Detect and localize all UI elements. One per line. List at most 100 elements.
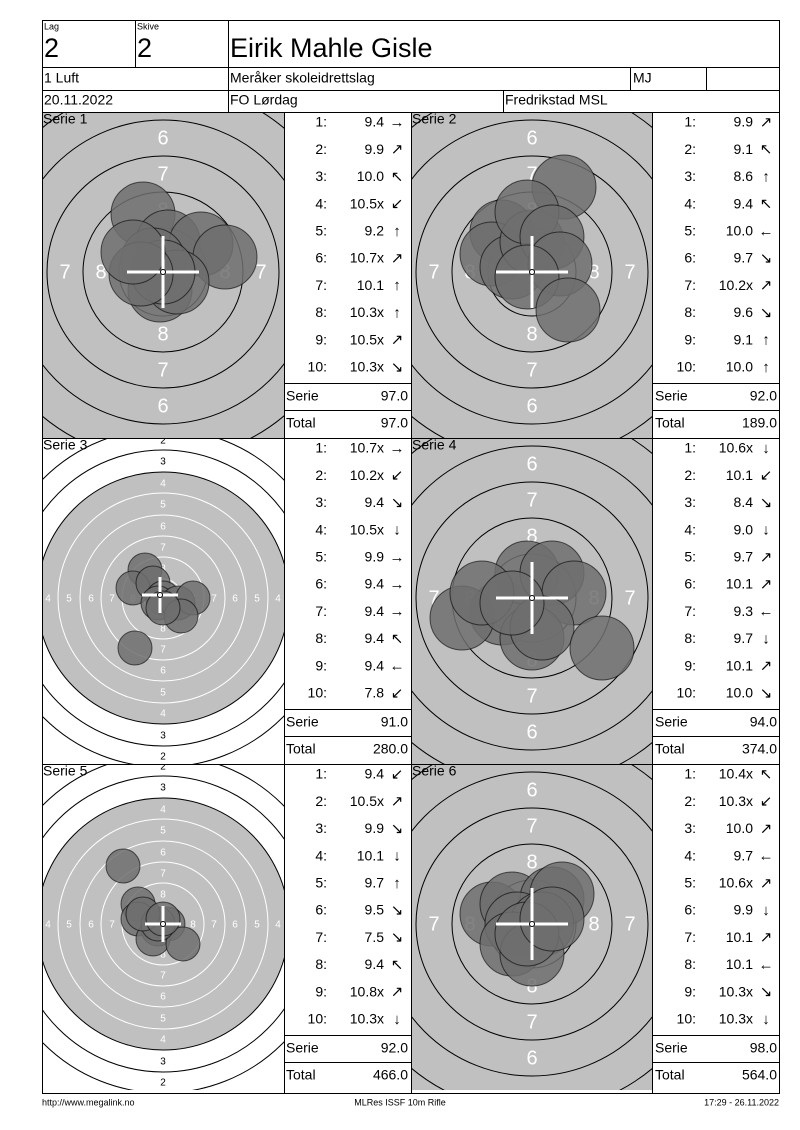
ring-label: 8 — [526, 851, 537, 873]
ring-label: 2 — [2, 920, 8, 931]
shot-hole — [105, 848, 141, 884]
ring-label: 7 — [157, 359, 168, 381]
serie-label: Serie — [655, 714, 688, 730]
shot-number: 7: — [315, 929, 327, 945]
ring-label: 5 — [66, 920, 72, 931]
ring-label: 2 — [160, 436, 166, 447]
shot-direction: ↙ — [391, 766, 404, 783]
shot-number: 3: — [684, 820, 696, 836]
shot-number: 6: — [684, 576, 696, 592]
serie-score: 98.0 — [750, 1040, 777, 1056]
shot-value: 10.3x — [350, 359, 384, 375]
ring-label: 8 — [588, 913, 599, 935]
shot-value: 9.9 — [365, 820, 385, 836]
shot-number: 5: — [684, 875, 696, 891]
ring-label: 6 — [157, 395, 168, 417]
ring-label: 3 — [160, 457, 166, 468]
shot-value: 10.6x — [719, 440, 753, 456]
shot-direction: ↓ — [762, 630, 770, 647]
series-title: Serie 6 — [412, 763, 457, 779]
ring-label: 4 — [45, 920, 51, 931]
shot-number: 10: — [308, 685, 327, 701]
ring-label: 8 — [160, 950, 166, 961]
ring — [79, 514, 247, 682]
shot-number: 6: — [315, 576, 327, 592]
total-score: 564.0 — [742, 1067, 777, 1083]
shot-value: 10.5x — [350, 521, 384, 537]
shot-direction: ↗ — [760, 576, 773, 593]
center-dot — [160, 269, 166, 275]
shot-direction: ↗ — [391, 250, 404, 267]
shot-direction: ↑ — [393, 875, 401, 892]
shot-direction: ↙ — [391, 196, 404, 213]
shot-direction: ↘ — [760, 250, 773, 267]
ring-label: 7 — [624, 913, 635, 935]
shot-direction: ↘ — [391, 929, 404, 946]
ring-label: 4 — [160, 709, 166, 720]
shot-number: 7: — [684, 277, 696, 293]
serie-label: Serie — [286, 388, 319, 404]
serie-score: 92.0 — [750, 388, 777, 404]
ring-label: 5 — [66, 594, 72, 605]
shot-hole — [569, 615, 635, 681]
shot-number: 3: — [684, 494, 696, 510]
shot-number: 8: — [315, 304, 327, 320]
total-score: 189.0 — [742, 415, 777, 431]
ring-label: 4 — [275, 920, 281, 931]
ring-label: 4 — [160, 805, 166, 816]
shot-number: 2: — [684, 793, 696, 809]
shot-number: 1: — [315, 766, 327, 782]
shot-value: 10.1 — [726, 467, 753, 483]
ring-label: 7 — [157, 163, 168, 185]
ring-label: 8 — [160, 890, 166, 901]
shot-direction: ↑ — [762, 168, 770, 185]
ring-label: 6 — [23, 261, 34, 283]
shot-value: 10.3x — [350, 304, 384, 320]
total-label: Total — [655, 1067, 685, 1083]
shot-direction: ← — [759, 223, 774, 240]
shot-direction: ↗ — [391, 332, 404, 349]
ring-label: 7 — [526, 1011, 537, 1033]
serie-label: Serie — [286, 1040, 319, 1056]
shot-direction: ↗ — [760, 277, 773, 294]
shot-value: 10.1 — [726, 576, 753, 592]
shot-value: 9.4 — [365, 630, 385, 646]
ring-label: 6 — [526, 779, 537, 801]
shot-number: 1: — [315, 114, 327, 130]
shot-number: 10: — [308, 359, 327, 375]
shot-direction: ↙ — [760, 467, 773, 484]
serie-score: 92.0 — [381, 1040, 408, 1056]
shot-value: 9.1 — [734, 141, 754, 157]
ring-label: 6 — [526, 395, 537, 417]
shot-value: 10.3x — [719, 793, 753, 809]
target: 666677778888 — [411, 764, 653, 1090]
ring-label: 4 — [160, 479, 166, 490]
shot-direction: ↖ — [391, 630, 404, 647]
ring-label: 7 — [624, 261, 635, 283]
class: 1 Luft — [44, 70, 79, 86]
shot-number: 10: — [677, 359, 696, 375]
ring — [46, 155, 280, 389]
shot-hole — [519, 886, 585, 952]
shot-direction: ↖ — [760, 766, 773, 783]
ring-label: 6 — [160, 522, 166, 533]
ring — [42, 797, 284, 1051]
shot-number: 7: — [315, 277, 327, 293]
shot-direction: ↖ — [391, 956, 404, 973]
ring-label: 8 — [190, 920, 196, 931]
shot-value: 10.7x — [350, 250, 384, 266]
shot-number: 5: — [684, 223, 696, 239]
shot-direction: ↗ — [760, 658, 773, 675]
club: Meråker skoleidrettslag — [230, 70, 375, 86]
shot-number: 7: — [684, 929, 696, 945]
target: 666677778888 — [23, 112, 284, 438]
shot-direction: → — [390, 440, 405, 457]
shot-number: 9: — [315, 983, 327, 999]
ring-label: 3 — [23, 594, 29, 605]
ring — [451, 843, 613, 1005]
shot-value: 9.5 — [365, 902, 385, 918]
ring-label: 6 — [232, 594, 238, 605]
ring — [415, 155, 649, 389]
shot-number: 10: — [308, 1011, 327, 1027]
shot-number: 2: — [315, 141, 327, 157]
